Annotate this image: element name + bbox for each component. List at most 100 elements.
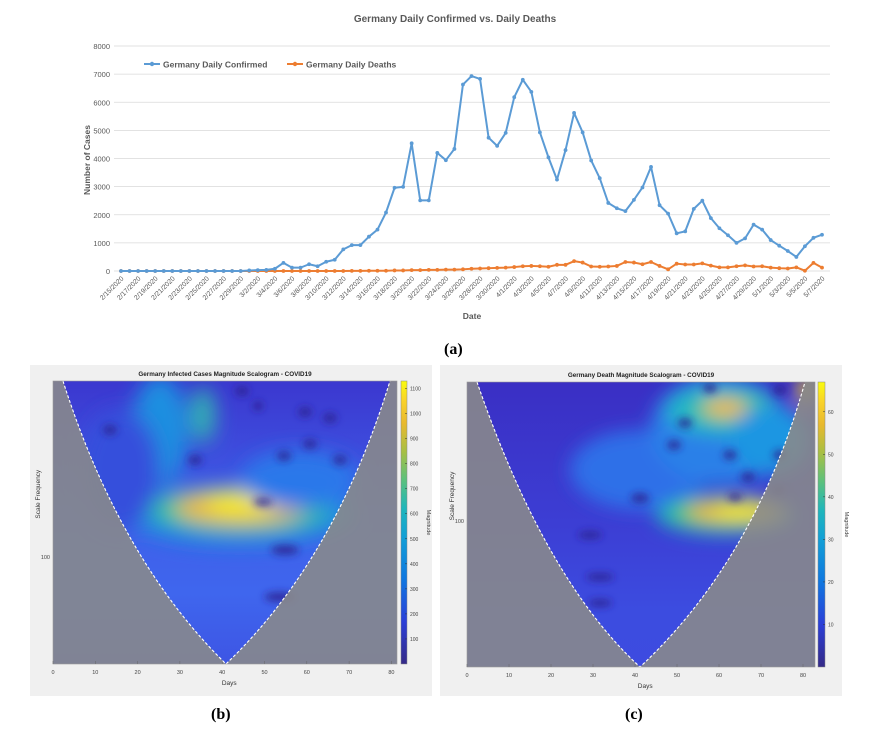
data-point	[820, 265, 824, 270]
data-point	[734, 264, 739, 269]
data-point	[290, 269, 294, 273]
data-point	[418, 268, 423, 273]
data-point	[409, 268, 414, 273]
magnitude-region	[240, 450, 360, 510]
data-point	[700, 261, 705, 266]
cone-of-influence-left	[53, 381, 226, 664]
caption-c: (c)	[625, 706, 643, 723]
data-point	[726, 233, 730, 238]
data-point	[469, 266, 474, 271]
data-point	[196, 269, 200, 273]
data-point	[298, 265, 303, 270]
data-point	[691, 262, 696, 267]
data-point	[632, 260, 636, 265]
data-point	[529, 89, 534, 94]
data-point	[657, 203, 662, 208]
data-point	[803, 244, 807, 249]
y-tick-label: 5000	[93, 126, 110, 135]
data-point	[580, 260, 585, 265]
colorbar-tick-label: 10	[828, 622, 834, 628]
colorbar-tick-label: 50	[828, 452, 834, 458]
colorbar-tick-label: 1000	[410, 412, 421, 418]
y-tick-label: 100	[41, 555, 50, 561]
colorbar-tick-label: 300	[410, 587, 419, 593]
y-axis-label: Scale Frequency	[35, 469, 42, 519]
data-point	[187, 269, 192, 273]
data-point	[529, 264, 534, 268]
scalogram-title: Germany Death Magnitude Scalogram - COVI…	[568, 372, 715, 379]
data-point	[820, 232, 824, 237]
y-tick-label: 3000	[93, 183, 110, 192]
data-point	[332, 269, 337, 273]
colorbar-tick-label: 400	[410, 562, 419, 568]
y-tick-label: 0	[106, 267, 110, 276]
data-point	[307, 269, 311, 273]
data-point	[666, 211, 671, 216]
data-point	[272, 266, 277, 271]
data-point	[341, 247, 346, 252]
low-magnitude-spot	[323, 413, 337, 423]
data-point	[708, 216, 713, 221]
data-point	[777, 243, 782, 248]
data-point	[170, 269, 175, 273]
data-point	[726, 265, 730, 270]
data-point	[435, 150, 440, 155]
colorbar-label: Magnitude	[425, 510, 431, 536]
data-point	[768, 265, 773, 270]
x-tick-label: 40	[219, 670, 225, 676]
data-point	[803, 268, 807, 273]
data-point	[640, 262, 645, 267]
x-tick-label: 40	[632, 673, 638, 679]
data-point	[512, 95, 517, 100]
data-point	[683, 262, 688, 267]
colorbar-tick-label: 700	[410, 487, 419, 493]
data-point	[572, 259, 576, 264]
colorbar-tick-label: 600	[410, 512, 419, 518]
data-point	[649, 260, 653, 264]
low-magnitude-spot	[728, 493, 742, 501]
data-point	[743, 263, 747, 268]
data-point	[503, 131, 508, 135]
data-point	[751, 222, 756, 227]
data-point	[452, 147, 457, 151]
data-point	[700, 198, 705, 203]
data-point	[443, 158, 448, 163]
data-point	[572, 111, 576, 115]
x-tick-label: 20	[135, 670, 141, 676]
low-magnitude-spot	[723, 450, 737, 460]
data-point	[777, 266, 782, 271]
colorbar	[400, 380, 408, 665]
data-point	[512, 265, 517, 269]
data-point	[674, 231, 679, 236]
x-axis-label: Date	[463, 311, 482, 321]
data-point	[614, 206, 619, 211]
x-tick-label: 0	[51, 670, 54, 676]
y-tick-label: 7000	[93, 70, 110, 79]
colorbar-tick-label: 100	[410, 637, 419, 643]
data-point	[161, 269, 166, 273]
colorbar	[817, 381, 826, 668]
low-magnitude-spot	[188, 455, 202, 465]
low-magnitude-spot	[678, 418, 692, 428]
data-point	[298, 269, 303, 273]
y-tick-label: 2000	[93, 211, 110, 220]
caption-b: (b)	[211, 706, 231, 723]
colorbar-tick-label: 900	[410, 437, 419, 443]
x-axis-label: Days	[222, 680, 238, 687]
cone-of-influence-right	[640, 382, 815, 667]
data-point	[555, 177, 559, 182]
data-point	[375, 268, 380, 273]
data-point	[537, 130, 542, 135]
data-point	[768, 238, 773, 242]
scalogram-title: Germany Infected Cases Magnitude Scalogr…	[138, 371, 312, 378]
colorbar-tick-label: 500	[410, 537, 419, 543]
data-point	[666, 267, 671, 272]
x-tick-label: 80	[388, 670, 394, 676]
data-point	[349, 268, 354, 273]
data-point	[401, 185, 406, 189]
magnitude-region	[703, 400, 747, 416]
data-point	[461, 267, 465, 272]
low-magnitude-spot	[303, 439, 317, 449]
colorbar-tick-label: 200	[410, 612, 419, 618]
colorbar-tick-label: 60	[828, 410, 834, 416]
